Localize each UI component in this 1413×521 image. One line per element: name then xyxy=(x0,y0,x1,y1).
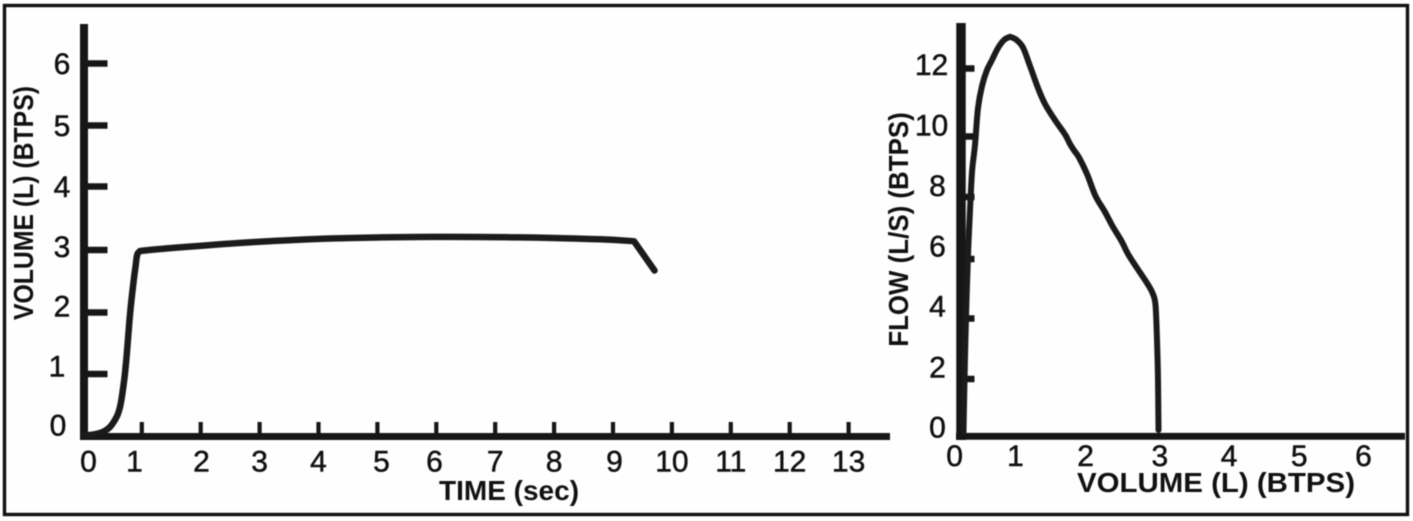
svg-text:VOLUME (L) (BTPS): VOLUME (L) (BTPS) xyxy=(1077,467,1355,498)
svg-text:11: 11 xyxy=(715,446,746,479)
svg-text:VOLUME (L) (BTPS): VOLUME (L) (BTPS) xyxy=(8,86,39,320)
svg-text:2: 2 xyxy=(1077,440,1094,473)
svg-text:0: 0 xyxy=(50,410,67,443)
svg-text:TIME (sec): TIME (sec) xyxy=(439,475,579,506)
svg-text:4: 4 xyxy=(929,291,946,324)
svg-text:3: 3 xyxy=(251,446,268,479)
svg-text:8: 8 xyxy=(546,446,563,479)
svg-text:2: 2 xyxy=(193,446,210,479)
svg-text:13: 13 xyxy=(832,446,865,479)
svg-text:0: 0 xyxy=(929,412,946,445)
svg-text:0: 0 xyxy=(80,446,97,479)
svg-text:6: 6 xyxy=(54,48,71,81)
svg-text:3: 3 xyxy=(1151,440,1168,473)
svg-text:2: 2 xyxy=(929,352,946,385)
svg-text:3: 3 xyxy=(54,231,71,264)
svg-text:6: 6 xyxy=(929,231,946,264)
svg-text:FLOW (L/S) (BTPS): FLOW (L/S) (BTPS) xyxy=(883,112,914,347)
svg-text:4: 4 xyxy=(54,171,71,204)
svg-text:6: 6 xyxy=(426,446,443,479)
svg-text:5: 5 xyxy=(373,446,390,479)
svg-text:1: 1 xyxy=(126,446,143,479)
svg-text:4: 4 xyxy=(310,446,327,479)
svg-text:10: 10 xyxy=(915,110,948,143)
svg-text:7: 7 xyxy=(487,446,504,479)
svg-text:9: 9 xyxy=(606,446,623,479)
svg-text:2: 2 xyxy=(54,291,71,324)
svg-text:10: 10 xyxy=(655,446,688,479)
svg-text:1: 1 xyxy=(49,351,66,384)
svg-text:5: 5 xyxy=(54,110,71,143)
svg-text:12: 12 xyxy=(915,49,948,82)
svg-text:0: 0 xyxy=(946,440,963,473)
svg-text:4: 4 xyxy=(1221,440,1238,473)
svg-text:8: 8 xyxy=(929,170,946,203)
svg-text:5: 5 xyxy=(1291,440,1308,473)
svg-text:6: 6 xyxy=(1355,440,1372,473)
svg-text:12: 12 xyxy=(773,446,806,479)
svg-text:1: 1 xyxy=(1007,440,1024,473)
